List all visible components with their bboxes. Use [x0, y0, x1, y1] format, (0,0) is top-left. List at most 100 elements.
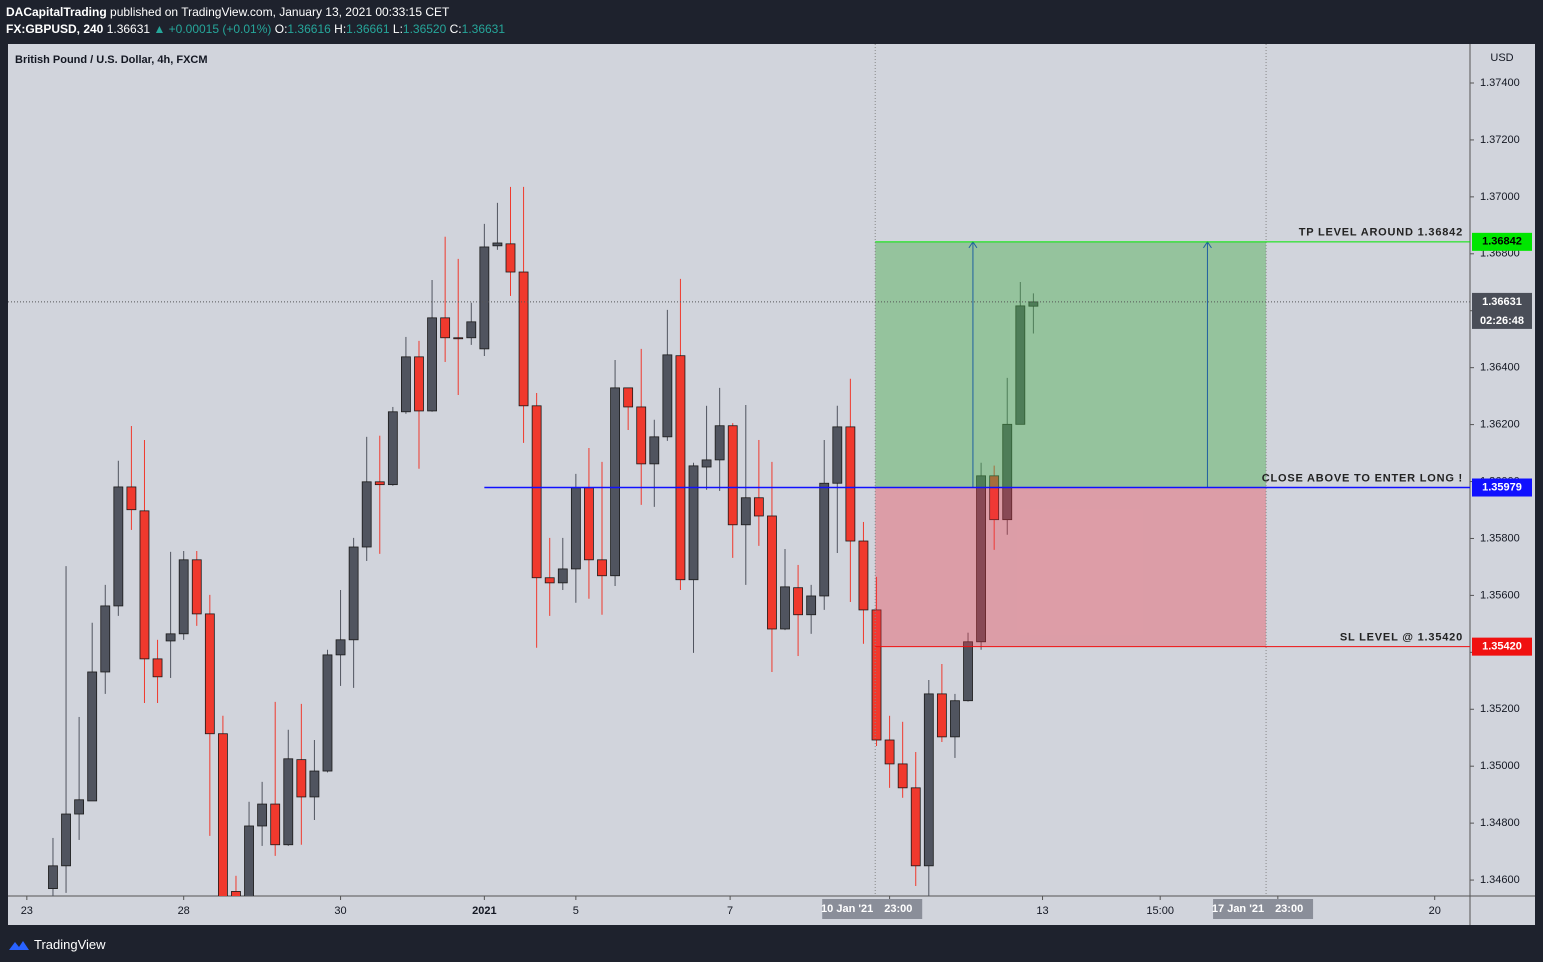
stop-zone [875, 487, 1267, 647]
candle-body [570, 487, 581, 570]
logo [9, 940, 29, 950]
candle-body [1028, 301, 1039, 307]
level-text: CLOSE ABOVE TO ENTER LONG ! [1262, 472, 1463, 484]
candle-body [662, 354, 673, 438]
candle-body [714, 425, 725, 461]
range-date-box [1213, 899, 1314, 919]
candle-body [793, 587, 803, 616]
candle-body [244, 825, 254, 896]
currency: USD [1490, 52, 1513, 64]
last: 1.36631 [106, 22, 151, 36]
candle-body [427, 317, 437, 412]
x-tick-label: 28 [178, 905, 190, 917]
published: published on TradingView.com, January 13… [110, 5, 450, 19]
y-tick-label: 1.37400 [1480, 77, 1520, 89]
ohlc-value: 1.36520 [402, 22, 447, 36]
x-tick-label: 30 [334, 905, 346, 917]
candle-body [649, 436, 660, 465]
candle-body [48, 865, 58, 889]
candle-body [270, 803, 281, 846]
candle-body [819, 482, 830, 597]
candle-body [518, 271, 529, 407]
candle-body [139, 510, 150, 660]
candle-body [257, 803, 268, 827]
candle-body [414, 356, 424, 412]
y-tick-label: 1.37000 [1480, 191, 1520, 203]
candle-body [505, 243, 516, 273]
candle-body [87, 671, 98, 802]
last-price-box [1472, 292, 1532, 329]
candle-body [126, 486, 137, 511]
level-price: 1.35420 [1482, 641, 1522, 653]
candle-body [845, 426, 856, 542]
candle-body [806, 595, 817, 616]
range-time: 23:00 [1275, 903, 1303, 915]
candle-body [701, 459, 712, 468]
brand: TradingView [34, 937, 106, 952]
range-date-box [822, 899, 923, 919]
candle-body [492, 242, 503, 247]
ohlc-label: L: [392, 22, 403, 36]
candle-body [584, 487, 594, 561]
candle-body [727, 425, 738, 526]
candle-body [950, 700, 960, 738]
candle-body [780, 586, 790, 630]
range-date: 10 Jan '21 [821, 903, 873, 915]
candle-body [884, 739, 895, 765]
y-tick-label: 1.35200 [1480, 703, 1520, 715]
candle-body [753, 497, 764, 517]
candle-body [100, 605, 111, 673]
candle-body [767, 515, 777, 630]
candle-body [387, 411, 398, 486]
x-tick-label: 20 [1429, 905, 1441, 917]
x-tick-label: 23 [21, 905, 33, 917]
candle-body [322, 654, 333, 772]
level-price-box [1472, 478, 1532, 497]
candle-body [976, 475, 986, 643]
candle-body [557, 568, 568, 584]
candle-body [335, 639, 346, 656]
y-tick-label: 1.35600 [1480, 589, 1520, 601]
candle-body [936, 693, 947, 738]
candle-body [165, 633, 176, 642]
x-tick-label: 15:00 [1146, 905, 1174, 917]
candle-body [231, 891, 241, 896]
y-tick-label: 1.36200 [1480, 419, 1520, 431]
symbol: FX:GBPUSD, 240 [6, 22, 104, 36]
candle-body [858, 540, 869, 611]
candle-body [453, 337, 464, 340]
x-tick-label: 13 [1036, 905, 1048, 917]
header: DACapitalTrading published on TradingVie… [6, 4, 505, 38]
ohlc-value: 1.36616 [287, 22, 331, 36]
target-zone [875, 241, 1267, 488]
ohlc-label: O: [274, 22, 288, 36]
candle-body [1015, 305, 1026, 425]
candle-body [296, 759, 307, 798]
candle-body [688, 465, 699, 581]
x-tick-label: 7 [727, 905, 733, 917]
candle-body [61, 813, 71, 867]
y-tick-label: 1.35000 [1480, 760, 1520, 772]
x-tick-label: 2021 [472, 905, 496, 917]
chart-title: British Pound / U.S. Dollar, 4h, FXCM [15, 54, 208, 66]
x-tick-label: 5 [573, 905, 579, 917]
candle-body [531, 405, 542, 579]
candle-body [636, 406, 647, 465]
level-price: 1.36842 [1482, 236, 1522, 248]
level-price-box [1472, 637, 1532, 656]
candle-body [74, 799, 85, 815]
range-time: 23:00 [884, 903, 912, 915]
candle-body [675, 355, 686, 581]
candle-body [113, 486, 124, 607]
change: ▲ +0.00015 (+0.01%) [153, 22, 272, 36]
candle-body [923, 693, 934, 867]
candle-body [361, 481, 372, 548]
candle-body [479, 246, 490, 350]
candle-body [544, 577, 555, 584]
candle-body [1002, 423, 1013, 521]
candle-body [204, 613, 215, 735]
candle-body [178, 559, 189, 635]
level-price-box [1472, 232, 1532, 251]
